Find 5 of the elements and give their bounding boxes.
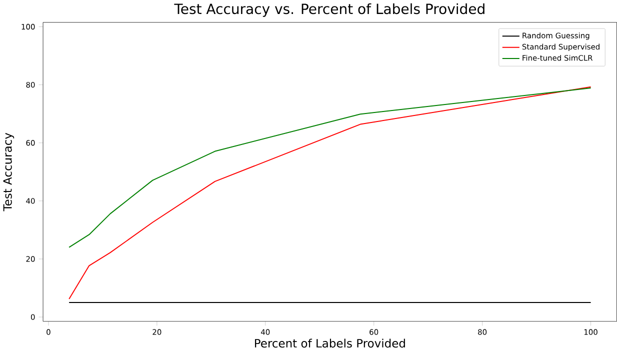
line-series (68, 88, 592, 248)
chart-title: Test Accuracy vs. Percent of Labels Provided (174, 3, 484, 17)
y-axis-title: Test Accuracy (3, 132, 14, 212)
line-series (68, 86, 592, 300)
x-axis-title: Percent of Labels Provided (255, 338, 405, 348)
